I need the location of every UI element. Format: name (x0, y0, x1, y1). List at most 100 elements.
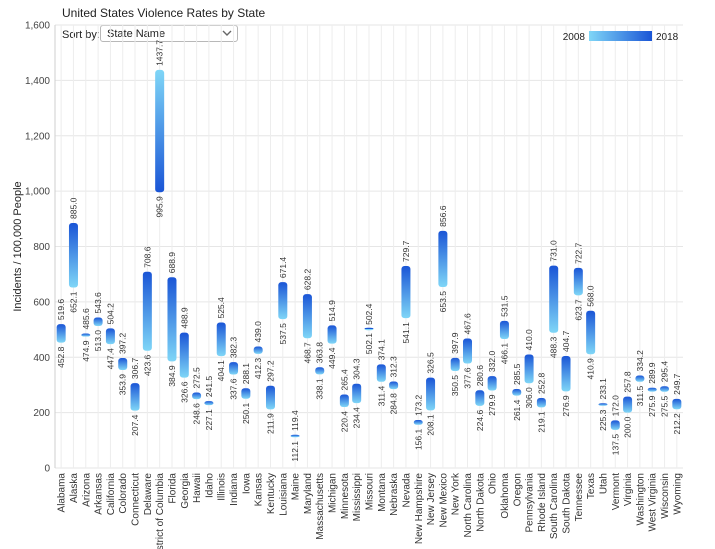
range-bar (487, 376, 497, 391)
x-tick-label: Minnesota (340, 473, 351, 520)
data-label-low: 234.4 (352, 407, 362, 429)
x-tick-label: Idaho (204, 473, 215, 498)
range-bar (278, 282, 288, 320)
data-label-low: 995.9 (155, 196, 165, 218)
range-bar (68, 222, 78, 288)
data-label-high: 722.7 (573, 242, 583, 264)
data-label-low: 447.4 (105, 348, 115, 370)
data-label-high: 514.9 (327, 300, 337, 322)
data-label-low: 541.1 (401, 322, 411, 344)
data-label-low: 404.1 (216, 360, 226, 382)
chart-title: United States Violence Rates by State (62, 6, 266, 20)
range-bar (192, 392, 202, 400)
data-label-high: 731.0 (549, 240, 559, 262)
x-tick-label: Louisiana (278, 473, 289, 516)
data-label-low: 207.4 (130, 414, 140, 436)
range-bar (647, 387, 657, 392)
range-bar (475, 390, 485, 406)
y-tick-label: 0 (44, 464, 50, 475)
y-tick-label: 1,400 (25, 76, 50, 87)
data-label-low: 412.3 (253, 358, 263, 380)
data-label-low: 377.6 (463, 367, 473, 389)
range-bar (512, 388, 522, 396)
x-tick-label: South Dakota (562, 473, 573, 534)
range-bar (339, 394, 349, 407)
data-label-high: 249.7 (672, 373, 682, 395)
data-label-low: 220.4 (339, 411, 349, 433)
data-label-high: 729.7 (401, 240, 411, 262)
range-bar (561, 355, 571, 392)
data-label-high: 856.6 (438, 205, 448, 227)
data-label-high: 326.5 (426, 352, 436, 374)
x-tick-label: West Virginia (648, 473, 659, 532)
range-bar (524, 354, 534, 384)
x-tick-label: New Hampshire (414, 473, 425, 545)
x-tick-label: Ohio (488, 473, 499, 495)
data-label-low: 653.5 (438, 291, 448, 313)
data-label-high: 312.3 (389, 356, 399, 378)
data-label-low: 248.6 (192, 403, 202, 425)
range-bar (586, 310, 596, 355)
range-bar (105, 328, 115, 345)
data-label-high: 410.0 (524, 329, 534, 351)
data-label-high: 295.4 (660, 361, 670, 383)
y-tick-label: 400 (33, 353, 50, 364)
data-label-low: 468.7 (302, 342, 312, 364)
x-tick-label: Nevada (401, 473, 412, 508)
data-label-low: 200.0 (623, 416, 633, 438)
range-bar (315, 367, 325, 375)
range-bar (438, 230, 448, 288)
y-tick-label: 1,000 (25, 187, 50, 198)
data-label-low: 466.1 (499, 343, 509, 365)
range-bar (56, 324, 66, 343)
x-tick-label: Georgia (180, 473, 191, 509)
data-label-high: 671.4 (278, 257, 288, 279)
data-label-low: 474.9 (81, 340, 91, 362)
x-tick-label: Florida (167, 473, 178, 504)
range-bar (327, 325, 337, 344)
data-label-high: 525.4 (216, 297, 226, 319)
range-bar (635, 375, 645, 382)
x-tick-label: Missouri (365, 473, 376, 510)
data-label-low: 284.8 (389, 393, 399, 415)
data-label-high: 285.5 (512, 363, 522, 385)
range-bar (204, 401, 214, 406)
x-tick-label: Kentucky (266, 473, 277, 514)
x-tick-label: California (106, 473, 117, 516)
x-tick-label: Wyoming (672, 473, 683, 515)
data-label-high: 173.2 (413, 395, 423, 417)
data-label-low: 275.9 (647, 395, 657, 417)
data-label-high: 688.9 (167, 252, 177, 274)
x-tick-label: Rhode Island (537, 473, 548, 532)
x-tick-label: Maryland (303, 473, 314, 514)
data-label-low: 326.6 (179, 381, 189, 403)
data-label-low: 623.7 (573, 299, 583, 321)
x-tick-label: Montana (377, 473, 388, 512)
range-bar (229, 362, 239, 375)
x-tick-label: New York (451, 472, 462, 515)
x-tick-label: Kansas (254, 473, 265, 506)
data-label-low: 449.4 (327, 347, 337, 369)
data-label-high: 885.0 (68, 197, 78, 219)
chevron-down-icon (222, 30, 232, 36)
data-label-low: 488.3 (549, 337, 559, 359)
data-label-high: 382.3 (229, 337, 239, 359)
data-label-high: 568.0 (586, 285, 596, 307)
data-label-low: 410.9 (586, 358, 596, 380)
sort-label: Sort by: (62, 29, 100, 41)
range-bars (56, 69, 682, 438)
x-tick-label: North Dakota (475, 473, 486, 532)
x-tick-label: Delaware (143, 473, 154, 516)
data-label-low: 275.5 (660, 395, 670, 417)
data-label-low: 250.1 (241, 402, 251, 424)
data-label-high: 241.5 (204, 376, 214, 398)
data-label-low: 156.1 (413, 429, 423, 451)
range-bar (155, 69, 165, 193)
range-bar (265, 385, 275, 410)
x-tick-label: Illinois (217, 473, 228, 501)
data-label-low: 353.9 (118, 374, 128, 396)
data-label-low: 384.9 (167, 365, 177, 387)
range-bar (118, 358, 128, 371)
x-tick-label: Colorado (118, 473, 129, 514)
